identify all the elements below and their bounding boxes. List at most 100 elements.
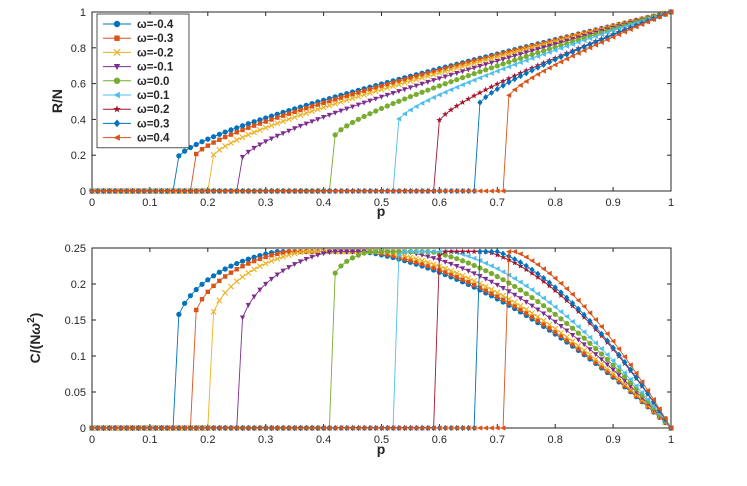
top-point — [378, 86, 385, 93]
bottom-point — [257, 287, 263, 293]
bottom-point — [639, 379, 645, 385]
top-point — [373, 85, 378, 90]
bottom-point — [314, 425, 321, 431]
bottom-point — [546, 307, 553, 313]
top-point — [199, 147, 205, 152]
top-point — [476, 89, 484, 96]
legend-marker-icon — [113, 134, 120, 141]
top-series — [88, 8, 675, 195]
top-point — [592, 42, 599, 48]
top-point — [598, 39, 604, 45]
top-point — [210, 134, 217, 140]
top-series-8 — [89, 9, 674, 194]
top-point — [123, 188, 130, 194]
bottom-point — [141, 425, 147, 431]
bottom-xtick-label: 0.2 — [200, 434, 215, 446]
top-point — [361, 188, 367, 194]
top-point — [280, 113, 286, 118]
top-point — [234, 130, 239, 135]
top-point — [378, 188, 384, 194]
top-point — [540, 68, 546, 74]
top-point — [298, 107, 303, 113]
top-point — [216, 188, 222, 194]
bottom-point — [436, 425, 442, 431]
bottom-point — [523, 291, 529, 297]
top-point — [442, 81, 448, 87]
bottom-point — [494, 248, 500, 255]
top-point — [488, 89, 495, 96]
bottom-point — [355, 249, 361, 255]
top-point — [361, 91, 368, 98]
bottom-point — [251, 294, 257, 300]
bottom-point — [476, 280, 483, 287]
top-point — [384, 92, 390, 98]
top-point — [147, 188, 153, 194]
bottom-point — [511, 275, 518, 282]
bottom-point — [123, 425, 130, 431]
top-point — [494, 58, 500, 64]
bottom-point — [616, 351, 622, 358]
top-point — [546, 59, 553, 66]
bottom-point — [471, 425, 477, 431]
top-point — [292, 109, 297, 115]
bottom-point — [227, 283, 234, 290]
top-point — [465, 188, 471, 194]
bottom-point — [523, 262, 529, 270]
top-point — [366, 89, 373, 96]
top-xtick-label: 0.6 — [432, 197, 447, 209]
top-point — [402, 96, 408, 102]
bottom-point — [187, 293, 194, 299]
bottom-point — [506, 249, 512, 255]
bottom-point — [390, 425, 396, 431]
bottom-point — [251, 254, 257, 260]
top-point — [286, 111, 292, 116]
bottom-point — [234, 267, 239, 272]
top-point — [593, 28, 598, 33]
top-point — [442, 111, 449, 117]
bottom-point — [634, 393, 639, 399]
top-point — [280, 118, 287, 125]
bottom-point — [477, 274, 483, 279]
top-point — [506, 55, 512, 61]
top-point — [459, 63, 466, 70]
top-point — [414, 74, 419, 79]
top-point — [332, 110, 338, 116]
bottom-point — [540, 266, 546, 272]
bottom-point — [309, 254, 315, 260]
top-point — [314, 188, 321, 194]
bottom-point — [592, 356, 599, 363]
bottom-point — [292, 249, 297, 254]
top-point — [286, 188, 292, 194]
bottom-point — [413, 249, 419, 255]
top-point — [373, 96, 379, 102]
top-point — [413, 103, 419, 110]
top-point — [598, 31, 604, 38]
top-point — [488, 65, 495, 71]
top-point — [442, 74, 448, 80]
top-point — [569, 53, 575, 59]
bottom-point — [453, 270, 460, 277]
bottom-point — [552, 325, 559, 332]
bottom-point — [552, 304, 558, 310]
bottom-point — [581, 311, 587, 318]
top-point — [384, 84, 391, 91]
top-point — [239, 188, 245, 194]
top-point — [425, 71, 431, 76]
top-point — [199, 139, 205, 145]
legend-marker-icon — [113, 119, 121, 128]
top-point — [350, 92, 355, 97]
top-point — [511, 72, 518, 79]
bottom-point — [320, 425, 326, 431]
top-point — [274, 188, 280, 194]
bottom-point — [170, 425, 176, 431]
top-point — [338, 127, 344, 133]
bottom-point — [592, 340, 599, 346]
bottom-point — [517, 287, 524, 293]
top-ytick-label: 0 — [80, 186, 86, 198]
bottom-point — [274, 272, 280, 278]
bottom-point — [552, 275, 558, 281]
bottom-xtick-label: 0.4 — [316, 434, 331, 446]
bottom-point — [367, 249, 373, 255]
